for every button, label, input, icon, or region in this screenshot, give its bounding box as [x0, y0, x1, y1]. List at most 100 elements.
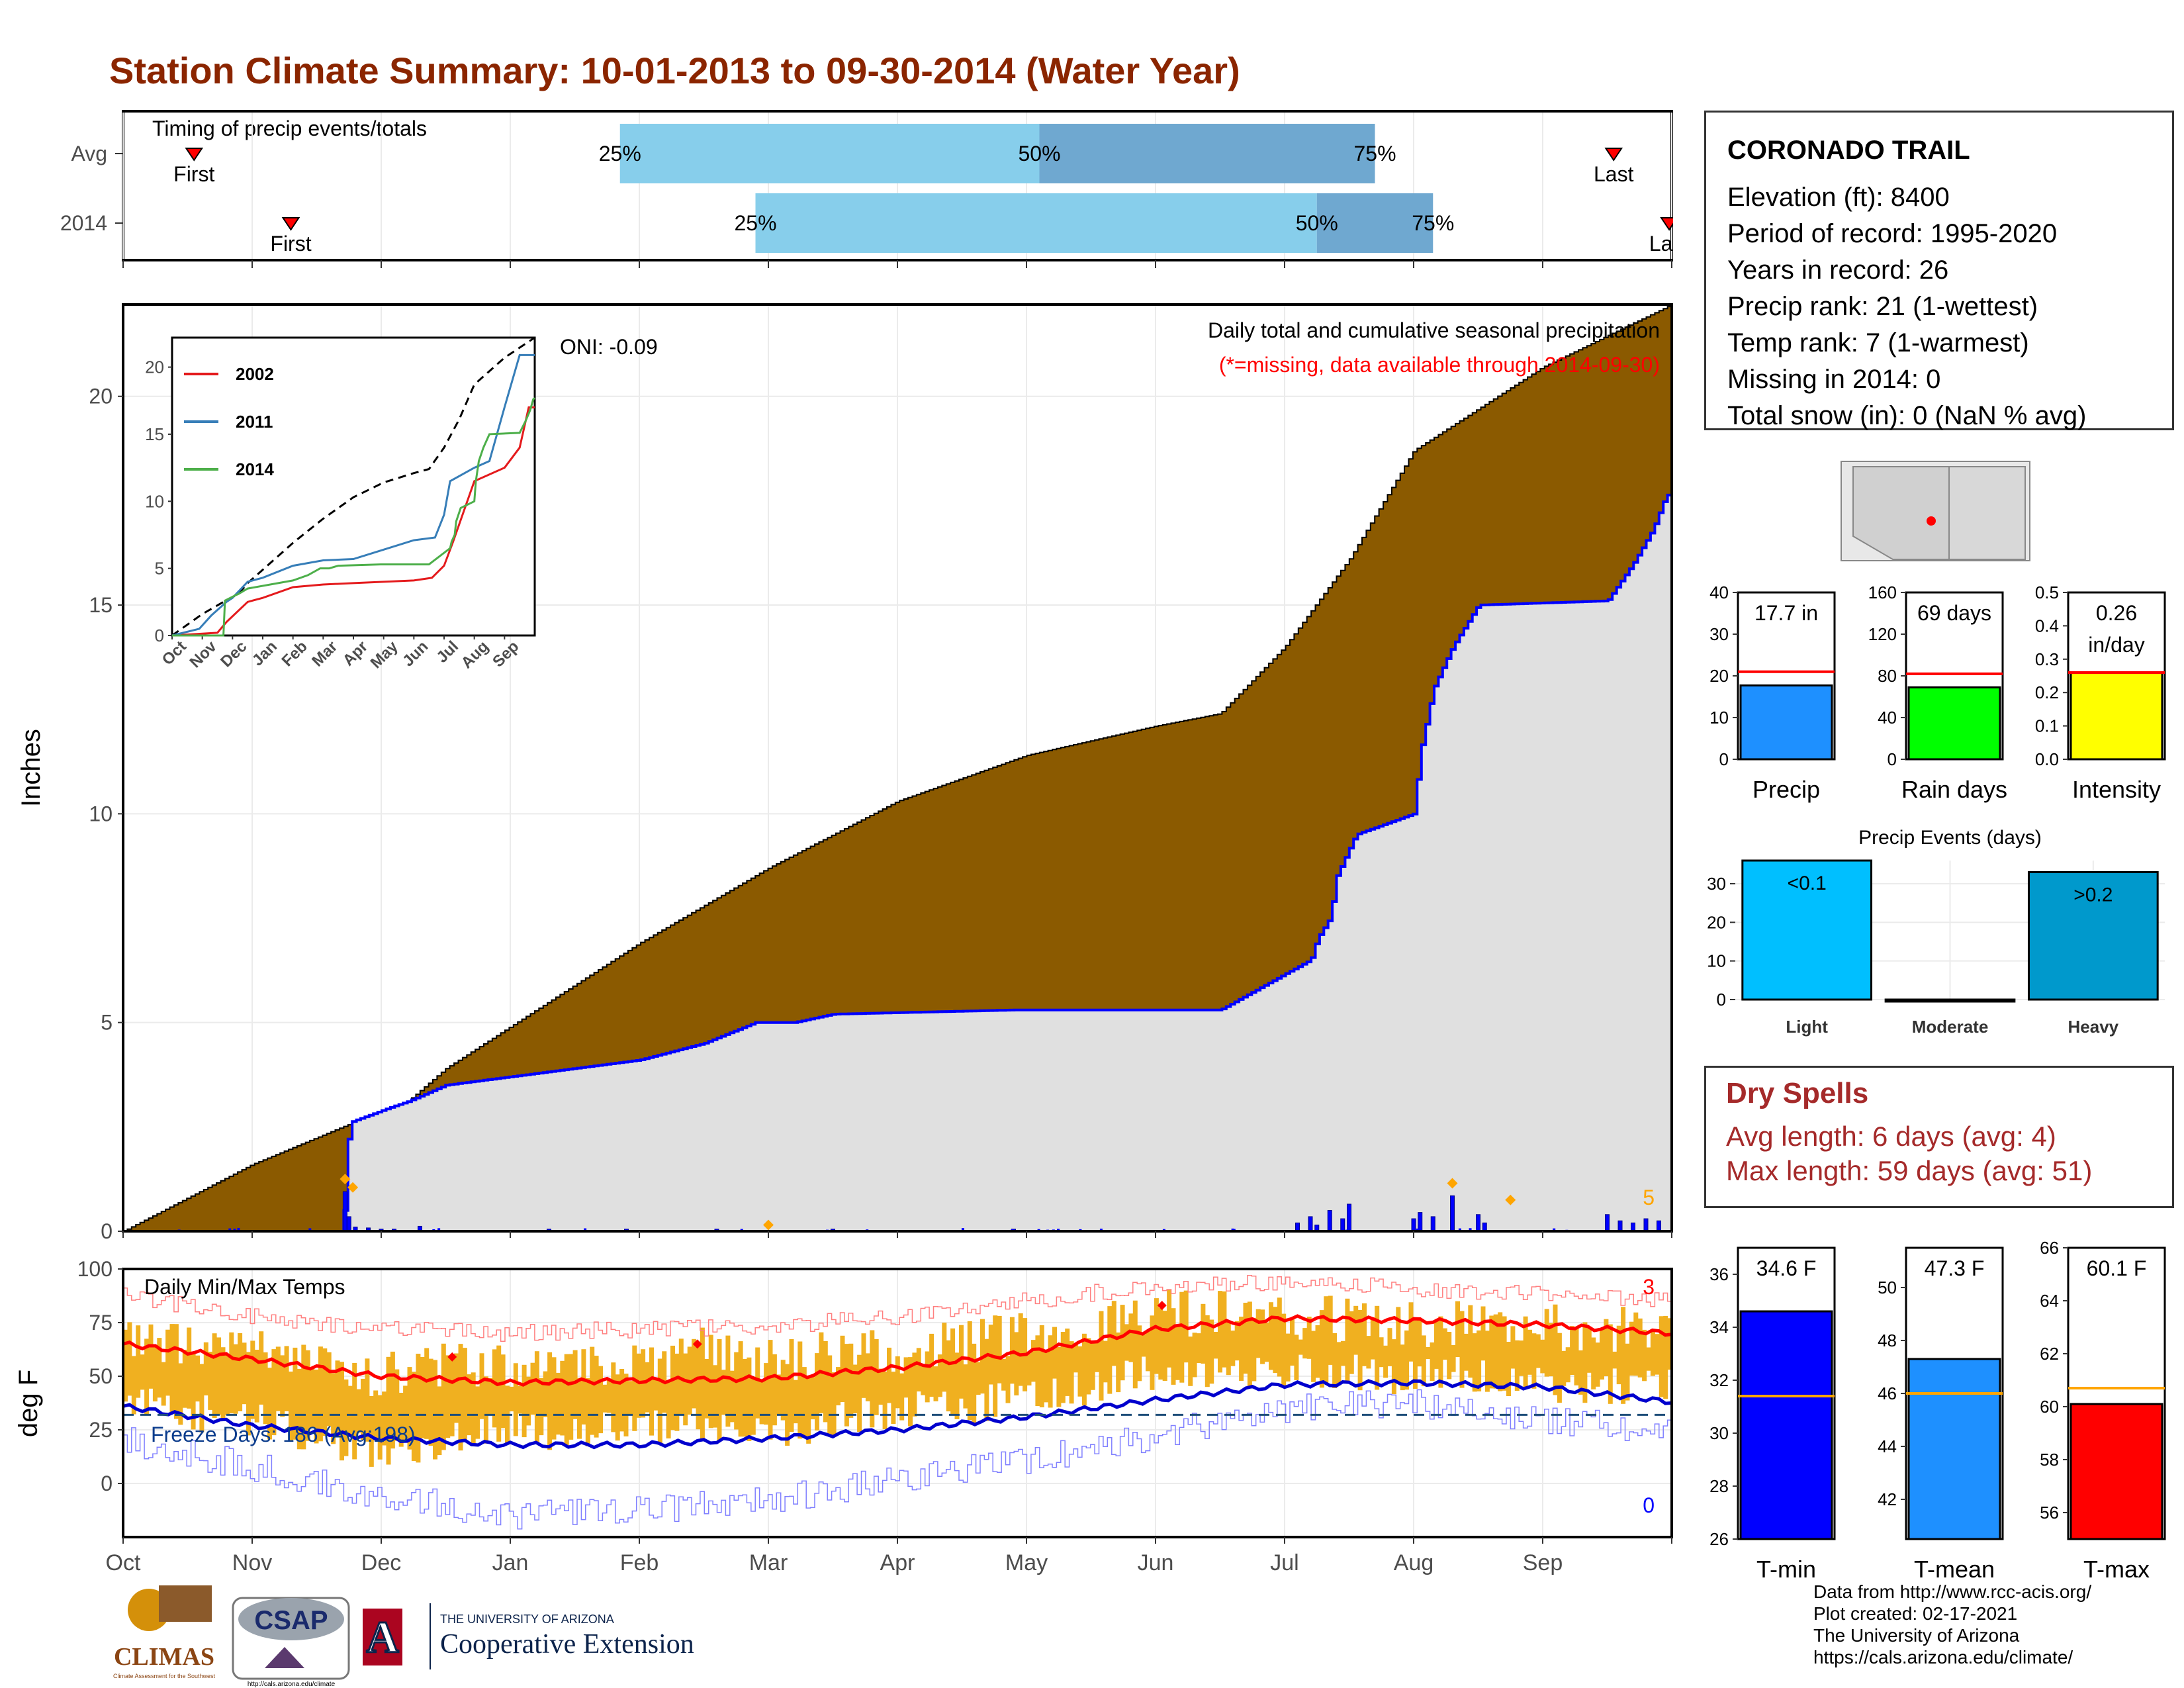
daily-temp-range-bar: [1586, 1327, 1592, 1373]
daily-temp-range-bar: [1188, 1336, 1193, 1386]
tmean-chart-y-tick-label: 46: [1878, 1383, 1897, 1403]
daily-temp-range-bar: [852, 1364, 858, 1413]
daily-temp-range-bar: [789, 1338, 794, 1432]
daily-temp-range-bar: [1009, 1317, 1015, 1384]
daily-temp-range-bar: [526, 1376, 531, 1426]
station-info-line: Total snow (in): 0 (NaN % avg): [1727, 401, 2087, 430]
rain-days-chart-value-label: 69 days: [1917, 601, 1991, 625]
daily-temp-range-bar: [475, 1386, 480, 1439]
precip-total-chart-y-tick-label: 0: [1719, 749, 1729, 769]
daily-temp-range-bar: [602, 1384, 608, 1413]
daily-temp-range-bar: [1197, 1333, 1201, 1363]
daily-temp-range-bar: [1468, 1305, 1473, 1378]
heavy-precip-marker: [1505, 1194, 1516, 1205]
precip-events-title: Precip Events (days): [1858, 827, 2042, 849]
daily-temp-range-bar: [1633, 1312, 1639, 1376]
daily-temp-range-bar: [1442, 1328, 1447, 1360]
daily-temp-range-bar: [483, 1376, 488, 1444]
oni-label: ONI: -0.09: [560, 335, 658, 359]
daily-precip-bar: [1430, 1216, 1435, 1232]
daily-temp-range-bar: [903, 1357, 909, 1398]
daily-temp-range-bar: [734, 1352, 739, 1430]
daily-temp-range-bar: [976, 1362, 981, 1395]
daily-temp-range-bar: [152, 1345, 158, 1402]
daily-temp-range-bar: [1663, 1315, 1668, 1399]
tmax-chart-value-label: 60.1 F: [2087, 1256, 2147, 1280]
tmax-chart-value-bar: [2070, 1403, 2163, 1540]
main-y-tick-label: 20: [89, 385, 113, 408]
dry-spells-max: Max length: 59 days (avg: 51): [1726, 1155, 2093, 1186]
daily-temp-range-bar: [1463, 1333, 1469, 1371]
main-precip-subtitle: Daily total and cumulative seasonal prec…: [1208, 318, 1660, 342]
daily-precip-bar: [1340, 1218, 1345, 1232]
daily-temp-range-bar: [1659, 1316, 1664, 1397]
precip-count-label: 5: [1643, 1186, 1655, 1209]
daily-temp-range-bar: [1014, 1332, 1019, 1395]
daily-temp-range-bar: [458, 1344, 463, 1451]
daily-temp-range-bar: [1107, 1306, 1113, 1394]
climas-wordmark: CLIMAS: [114, 1643, 214, 1671]
station-info-line: Period of record: 1995-2020: [1727, 219, 2058, 248]
daily-temp-range-bar: [1650, 1329, 1655, 1376]
ua-cooperative-extension-logo: A THE UNIVERSITY OF ARIZONA Cooperative …: [363, 1603, 694, 1669]
tmin-chart-y-tick-label: 26: [1709, 1529, 1729, 1549]
daily-temp-range-bar: [123, 1329, 128, 1402]
daily-temp-range-bar: [224, 1355, 230, 1415]
inset-y-tick-label: 5: [155, 559, 164, 579]
footer-line: https://cals.arizona.edu/climate/: [1813, 1647, 2073, 1667]
daily-temp-range-bar: [801, 1367, 807, 1436]
station-location-map: [1841, 461, 2030, 561]
daily-temp-range-bar: [394, 1369, 400, 1441]
daily-temp-range-bar: [1553, 1304, 1558, 1395]
daily-temp-range-bar: [1655, 1334, 1660, 1375]
daily-temp-range-bar: [1213, 1332, 1218, 1359]
daily-temp-range-bar: [1116, 1333, 1121, 1393]
daily-temp-range-bar: [1230, 1331, 1236, 1366]
temp-ylabel: deg F: [14, 1370, 43, 1437]
daily-temp-range-bar: [1222, 1291, 1227, 1368]
daily-temp-range-bar: [220, 1347, 226, 1420]
daily-temp-range-bar: [1523, 1316, 1528, 1388]
daily-temp-range-bar: [479, 1353, 484, 1419]
daily-temp-range-bar: [1357, 1309, 1363, 1391]
freeze-days-label: Freeze Days: 186 (Avg:198): [151, 1423, 416, 1446]
rain-days-chart-y-tick-label: 0: [1888, 749, 1897, 769]
tmin-chart-xlabel: T-min: [1756, 1556, 1816, 1583]
timing-50-label: 50%: [1296, 211, 1338, 235]
daily-temp-range-bar: [254, 1350, 259, 1423]
daily-temp-range-bar: [1243, 1303, 1248, 1374]
temperature-bar-charts: 26 28 30 32 34 36 34.6 F T-min 42 44 46 48 50 47.3 F T…: [1709, 1238, 2166, 1583]
daily-temp-range-bar: [1073, 1342, 1079, 1373]
intensity-chart-y-tick-label: 0.5: [2035, 583, 2059, 602]
inset-y-tick-label: 15: [145, 424, 164, 444]
dry-spells-title: Dry Spells: [1726, 1077, 1869, 1109]
daily-temp-range-bar: [369, 1395, 374, 1467]
daily-temp-range-bar: [1591, 1337, 1596, 1389]
daily-temp-range-bar: [352, 1362, 357, 1460]
record-high-marker: [692, 1339, 702, 1349]
daily-temp-range-bar: [1175, 1327, 1180, 1380]
daily-temp-range-bar: [1179, 1291, 1185, 1383]
daily-temp-range-bar: [764, 1363, 769, 1425]
daily-temp-range-bar: [340, 1362, 344, 1461]
daily-temp-range-bar: [203, 1342, 208, 1395]
daily-temp-range-bar: [173, 1324, 179, 1419]
daily-temp-range-bar: [1294, 1335, 1299, 1380]
intensity-chart-y-tick-label: 0.2: [2035, 682, 2059, 702]
daily-temp-range-bar: [1366, 1336, 1371, 1369]
daily-temp-range-bar: [785, 1364, 790, 1446]
daily-temp-range-bar: [577, 1378, 582, 1439]
daily-temp-range-bar: [1578, 1350, 1583, 1395]
daily-temp-range-bar: [1379, 1337, 1384, 1368]
summary-bar-charts: 0 10 20 30 40 17.7 in Precip 0 40 80 120 160 69 days…: [1709, 583, 2166, 803]
daily-temp-range-bar: [1472, 1333, 1477, 1392]
daily-temp-range-bar: [1146, 1331, 1150, 1372]
daily-temp-range-bar: [441, 1343, 446, 1450]
daily-temp-range-bar: [208, 1352, 213, 1410]
daily-temp-range-bar: [572, 1350, 578, 1419]
daily-temp-range-bar: [921, 1366, 926, 1395]
timing-75-label: 75%: [1353, 142, 1396, 165]
daily-temp-range-bar: [424, 1348, 430, 1439]
rain-days-chart-value-bar: [1907, 686, 2001, 761]
